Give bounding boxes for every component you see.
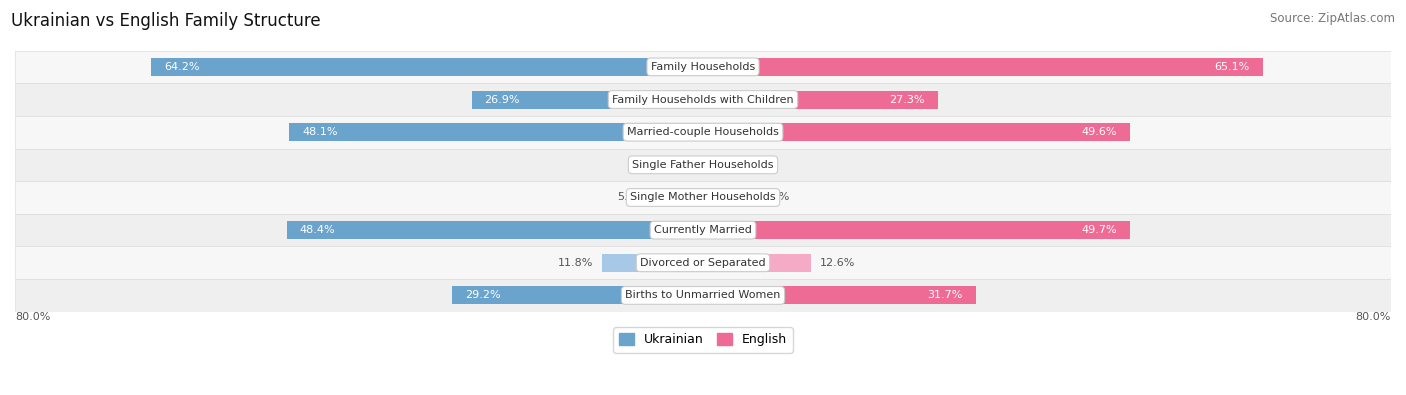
Bar <box>703 221 1130 239</box>
Bar <box>703 58 1263 76</box>
Text: Currently Married: Currently Married <box>654 225 752 235</box>
Text: 5.8%: 5.8% <box>762 192 790 203</box>
Bar <box>703 90 938 109</box>
Bar <box>602 254 703 272</box>
Text: 48.4%: 48.4% <box>299 225 335 235</box>
Text: 65.1%: 65.1% <box>1215 62 1250 72</box>
Text: 49.6%: 49.6% <box>1081 127 1116 137</box>
Text: Family Households with Children: Family Households with Children <box>612 94 794 105</box>
Bar <box>703 188 752 207</box>
Text: Single Mother Households: Single Mother Households <box>630 192 776 203</box>
Bar <box>150 58 703 76</box>
Text: 27.3%: 27.3% <box>890 94 925 105</box>
Bar <box>290 123 703 141</box>
Text: Married-couple Households: Married-couple Households <box>627 127 779 137</box>
Text: 80.0%: 80.0% <box>1355 312 1391 322</box>
Bar <box>703 286 976 305</box>
Bar <box>451 286 703 305</box>
Legend: Ukrainian, English: Ukrainian, English <box>613 327 793 352</box>
Text: Single Father Households: Single Father Households <box>633 160 773 170</box>
Text: 11.8%: 11.8% <box>558 258 593 268</box>
Bar <box>15 116 1391 149</box>
Text: Births to Unmarried Women: Births to Unmarried Women <box>626 290 780 301</box>
Bar <box>15 181 1391 214</box>
Text: Source: ZipAtlas.com: Source: ZipAtlas.com <box>1270 12 1395 25</box>
Text: Family Households: Family Households <box>651 62 755 72</box>
Bar <box>471 90 703 109</box>
Text: 2.3%: 2.3% <box>731 160 759 170</box>
Bar <box>15 279 1391 312</box>
Bar <box>15 214 1391 246</box>
Text: 12.6%: 12.6% <box>820 258 855 268</box>
Bar <box>703 156 723 174</box>
Text: 2.1%: 2.1% <box>648 160 676 170</box>
Text: 48.1%: 48.1% <box>302 127 337 137</box>
Text: Ukrainian vs English Family Structure: Ukrainian vs English Family Structure <box>11 12 321 30</box>
Bar <box>654 188 703 207</box>
Text: 29.2%: 29.2% <box>465 290 501 301</box>
Bar <box>287 221 703 239</box>
Bar <box>685 156 703 174</box>
Bar <box>15 83 1391 116</box>
Text: Divorced or Separated: Divorced or Separated <box>640 258 766 268</box>
Text: 26.9%: 26.9% <box>485 94 520 105</box>
Bar <box>703 254 811 272</box>
Text: 64.2%: 64.2% <box>163 62 200 72</box>
Bar <box>703 123 1129 141</box>
Bar <box>15 246 1391 279</box>
Text: 80.0%: 80.0% <box>15 312 51 322</box>
Bar <box>15 51 1391 83</box>
Text: 49.7%: 49.7% <box>1081 225 1118 235</box>
Text: 5.7%: 5.7% <box>617 192 645 203</box>
Text: 31.7%: 31.7% <box>928 290 963 301</box>
Bar <box>15 149 1391 181</box>
